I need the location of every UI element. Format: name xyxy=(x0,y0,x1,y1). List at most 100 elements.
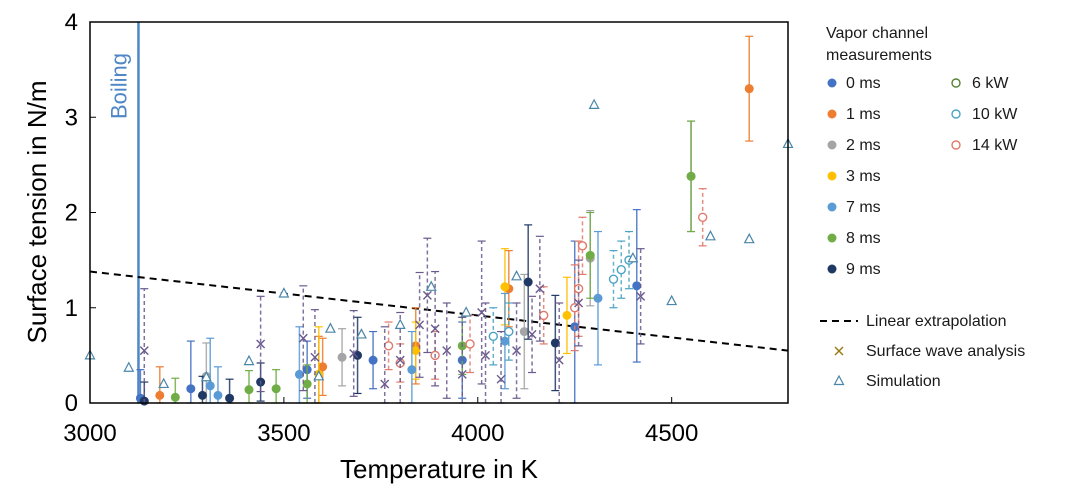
legend-label: 2 ms xyxy=(846,137,881,154)
data-point xyxy=(310,352,320,362)
y-tick-label: 0 xyxy=(65,390,78,417)
data-point xyxy=(324,322,336,333)
legend-label: Linear extrapolation xyxy=(866,313,1007,330)
data-point xyxy=(271,384,281,394)
data-point xyxy=(425,280,437,291)
data-point xyxy=(415,320,425,330)
legend-marker xyxy=(827,171,837,181)
data-point xyxy=(256,339,266,349)
legend-label: 0 ms xyxy=(846,75,881,92)
data-point xyxy=(500,282,510,292)
data-point xyxy=(527,329,537,339)
data-point xyxy=(355,328,367,339)
y-tick-label: 1 xyxy=(65,295,78,322)
x-axis-label: Temperature in K xyxy=(340,454,539,484)
legend-label: 7 ms xyxy=(846,199,881,216)
data-point xyxy=(519,327,529,337)
y-tick-label: 4 xyxy=(65,9,78,36)
data-point xyxy=(488,331,498,342)
series-3-ms xyxy=(314,248,572,404)
data-point xyxy=(349,348,359,358)
data-point xyxy=(704,230,716,241)
legend-label: Simulation xyxy=(866,373,941,390)
series-surface-wave-analysis xyxy=(139,235,646,404)
data-point xyxy=(380,379,390,389)
legend-marker xyxy=(827,78,837,88)
legend-marker xyxy=(827,109,837,119)
data-point xyxy=(512,346,522,356)
data-point xyxy=(504,326,514,337)
data-point xyxy=(697,212,708,222)
data-point xyxy=(383,341,394,351)
legend-label: 1 ms xyxy=(846,106,881,123)
x-tick-label: 4500 xyxy=(645,420,698,447)
legend-marker xyxy=(827,140,837,150)
data-point xyxy=(496,374,506,384)
data-point xyxy=(585,250,595,260)
data-point xyxy=(337,352,347,362)
data-point xyxy=(574,298,584,308)
data-point xyxy=(225,393,235,403)
data-point xyxy=(395,355,405,365)
series-10-kw xyxy=(488,230,634,366)
data-point xyxy=(205,381,215,391)
data-point xyxy=(523,277,533,287)
legend-label: 9 ms xyxy=(846,261,881,278)
boiling-annotation: Boiling xyxy=(106,53,131,119)
data-point xyxy=(539,310,549,321)
data-point xyxy=(632,281,642,291)
data-point xyxy=(244,385,254,395)
data-point xyxy=(550,338,560,348)
series-1-ms xyxy=(155,35,754,404)
axes: 3000 3500 4000 4500 0 1 2 3 4 xyxy=(63,9,698,447)
legend-marker xyxy=(827,233,837,243)
data-point xyxy=(535,284,545,294)
data-point xyxy=(511,270,523,281)
data-point xyxy=(744,84,754,94)
series-8-ms xyxy=(170,120,696,404)
data-point xyxy=(554,355,564,365)
data-point xyxy=(636,291,646,301)
data-point xyxy=(197,390,207,400)
legend-marker xyxy=(951,78,961,88)
data-point xyxy=(465,339,475,349)
data-point xyxy=(200,371,212,382)
data-point xyxy=(686,171,696,181)
x-tick-label: 4000 xyxy=(451,420,504,447)
series-7-ms xyxy=(205,230,603,404)
data-point xyxy=(666,294,678,306)
data-point xyxy=(457,369,467,379)
plot-frame xyxy=(89,21,789,404)
data-point xyxy=(294,369,304,379)
data-point xyxy=(407,365,417,375)
legend-label: 6 kW xyxy=(972,75,1009,92)
data-point xyxy=(298,333,308,343)
data-point xyxy=(213,390,223,400)
data-point xyxy=(430,324,440,334)
legend-marker xyxy=(951,109,961,119)
legend-label: 10 kW xyxy=(972,106,1018,123)
data-point xyxy=(562,310,572,320)
data-point xyxy=(460,306,472,317)
data-point xyxy=(593,293,603,303)
data-point xyxy=(243,354,255,366)
x-tick-label: 3500 xyxy=(257,420,310,447)
data-point xyxy=(318,362,328,372)
legend-title: Vapor channel measurements xyxy=(826,25,932,64)
data-point xyxy=(608,274,619,284)
legend-marker xyxy=(951,140,961,150)
data-point xyxy=(577,241,588,251)
data-point xyxy=(481,350,491,360)
data-point xyxy=(627,251,639,263)
data-point xyxy=(123,361,135,372)
data-point xyxy=(477,308,487,318)
legend-marker xyxy=(827,202,837,212)
data-point xyxy=(588,98,600,109)
legend-label: Surface wave analysis xyxy=(866,343,1025,360)
data-point xyxy=(394,318,406,329)
legend-marker xyxy=(833,374,845,386)
data-point xyxy=(186,384,196,394)
data-point xyxy=(368,355,378,365)
data-point xyxy=(353,350,363,360)
